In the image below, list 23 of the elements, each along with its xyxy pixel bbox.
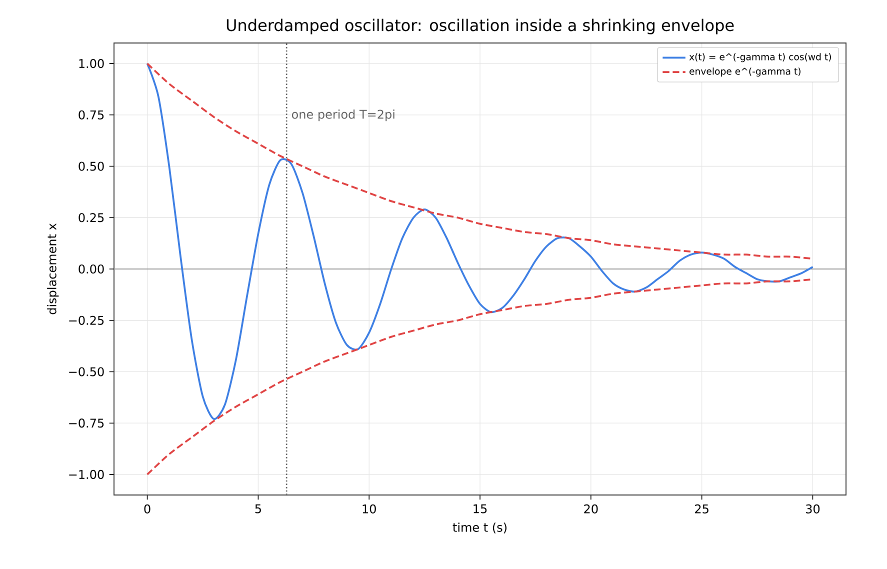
annotation: one period T=2pi bbox=[292, 110, 394, 122]
y-axis-title: displacement x bbox=[47, 223, 59, 314]
x-tick-label: 5 bbox=[255, 504, 261, 514]
line-series bbox=[146, 62, 814, 420]
y-tick-label: 0.25 bbox=[78, 213, 104, 222]
y-tick-label: 1.00 bbox=[79, 59, 104, 68]
legend-label: envelope e^(-gamma t) bbox=[690, 68, 800, 77]
y-tick-label: −0.25 bbox=[69, 316, 104, 325]
x-tick-label: 0 bbox=[144, 504, 150, 514]
y-tick-label: 0.00 bbox=[78, 264, 104, 274]
legend-label: x(t) = e^(-gamma t) cos(wd t) bbox=[689, 53, 831, 62]
x-tick-label: 10 bbox=[362, 504, 376, 514]
chart-title: Underdamped oscillator: oscillation inside a shrinking envelope bbox=[226, 18, 734, 34]
x-tick-label: 15 bbox=[474, 504, 487, 514]
x-tick-label: 25 bbox=[695, 504, 708, 514]
y-tick-label: −0.75 bbox=[69, 418, 104, 428]
x-axis-title: time t (s) bbox=[452, 522, 506, 534]
y-tick-label: 0.75 bbox=[78, 110, 104, 120]
x-tick-label: 20 bbox=[584, 504, 598, 514]
y-tick-label: −0.50 bbox=[69, 367, 104, 376]
y-tick-label: −1.00 bbox=[69, 470, 104, 479]
x-tick-label: 30 bbox=[806, 504, 820, 514]
y-tick-label: 0.50 bbox=[78, 162, 104, 171]
